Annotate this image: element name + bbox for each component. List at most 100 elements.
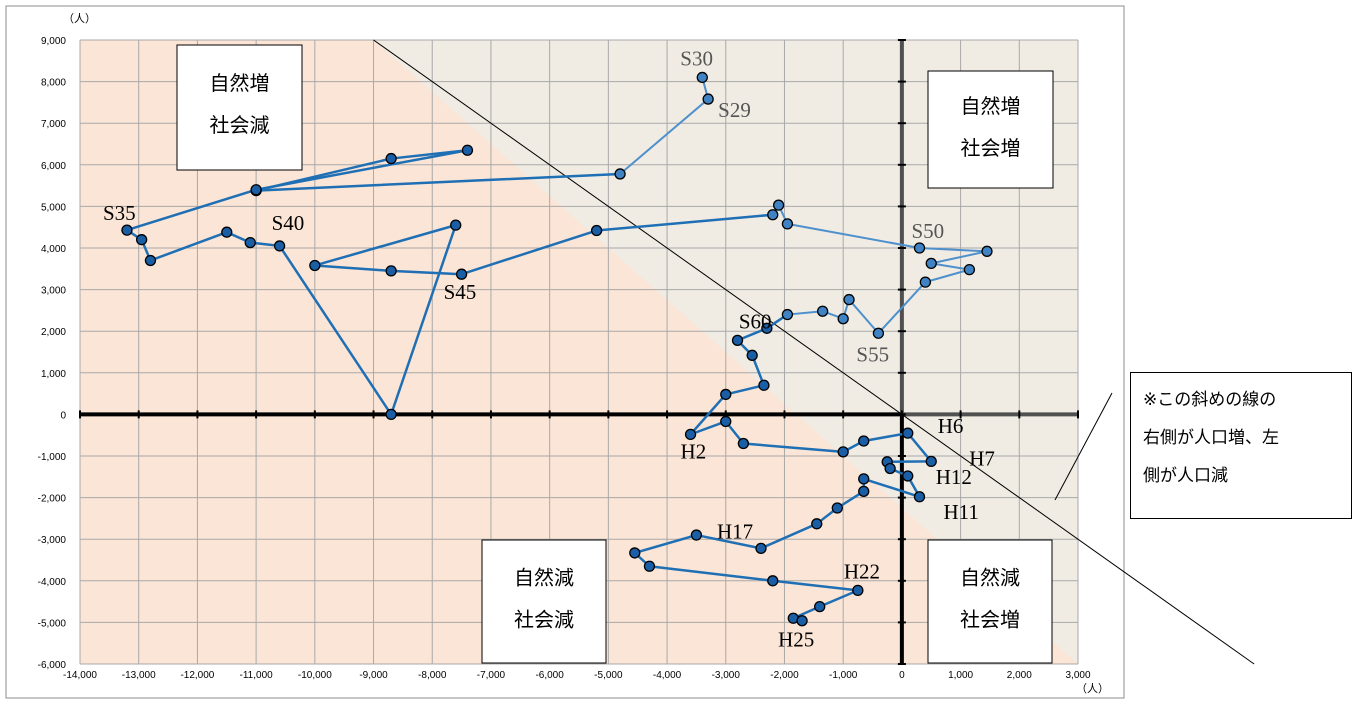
x-tick-label: -13,000 xyxy=(122,670,156,681)
y-tick-label: 6,000 xyxy=(41,161,66,172)
data-point xyxy=(758,379,770,391)
data-point xyxy=(767,575,779,587)
y-tick-label: 8,000 xyxy=(41,78,66,89)
data-point xyxy=(385,265,397,277)
data-point xyxy=(309,259,321,272)
y-tick-label: -5,000 xyxy=(38,618,67,629)
series-segment xyxy=(389,269,463,276)
data-point xyxy=(761,322,773,334)
x-tick-label: -11,000 xyxy=(240,670,274,681)
note-pointer-line xyxy=(1054,392,1113,501)
data-point xyxy=(831,502,843,514)
y-tick-label: -6,000 xyxy=(38,660,67,671)
point-label: S35 xyxy=(103,201,136,225)
series-segment xyxy=(254,172,622,192)
data-point xyxy=(913,242,926,254)
data-point xyxy=(244,236,256,249)
data-point xyxy=(629,547,641,559)
x-tick-label: 1,000 xyxy=(948,670,973,681)
data-point xyxy=(461,144,474,156)
series-segment xyxy=(149,230,229,262)
data-point xyxy=(696,71,708,84)
data-point xyxy=(781,308,794,321)
x-tick-label: -5,000 xyxy=(594,670,623,681)
data-point xyxy=(852,584,864,597)
x-tick-label: 3,000 xyxy=(1065,670,1090,681)
y-tick-label: 1,000 xyxy=(41,369,66,380)
series-segment xyxy=(818,589,860,608)
series-segment xyxy=(689,393,728,436)
quadrant-label-line1: 自然増 xyxy=(961,94,1021,118)
series-segment xyxy=(930,262,971,271)
series-segment xyxy=(689,420,728,436)
x-tick-label: -8,000 xyxy=(418,670,447,681)
x-tick-label: -6,000 xyxy=(535,670,564,681)
series-segment xyxy=(633,533,698,555)
data-point xyxy=(816,305,829,317)
point-label: S50 xyxy=(911,219,944,243)
data-point xyxy=(858,473,870,485)
data-point xyxy=(925,257,937,270)
x-tick-label: -4,000 xyxy=(653,670,682,681)
point-label: S55 xyxy=(856,342,889,366)
data-point xyxy=(731,334,744,347)
point-label: H25 xyxy=(778,628,814,652)
x-tick-label: 0 xyxy=(899,670,905,681)
data-point xyxy=(796,615,808,627)
data-point xyxy=(455,268,468,280)
series-segment xyxy=(877,281,927,335)
series-segment xyxy=(313,264,393,273)
data-point xyxy=(702,93,714,105)
data-point xyxy=(385,152,397,165)
series-segment xyxy=(924,268,971,284)
quadrant-label-line1: 自然増 xyxy=(210,71,270,95)
point-label: H6 xyxy=(938,414,964,438)
quadrant-label-line2: 社会増 xyxy=(961,136,1021,160)
point-label: H11 xyxy=(943,500,978,524)
data-point xyxy=(913,491,926,503)
data-point xyxy=(590,224,603,237)
data-point xyxy=(872,327,885,339)
tick-labels: -14,000 -13,000 -12,000 -11,000 -10,000 -9,00… xyxy=(38,36,1091,681)
data-point xyxy=(843,293,855,306)
quadrant-box xyxy=(927,539,1053,664)
point-label: H22 xyxy=(844,559,880,583)
series-segment xyxy=(619,98,710,175)
data-point xyxy=(858,485,870,498)
series-segment xyxy=(786,222,921,249)
y-tick-label: -1,000 xyxy=(38,452,67,463)
diagonal-divider-line xyxy=(373,39,1255,665)
note-line-3: 側が人口減 xyxy=(1143,466,1228,486)
series-segment xyxy=(313,223,457,267)
data-point xyxy=(837,446,849,458)
point-label: S30 xyxy=(680,46,713,70)
data-point xyxy=(121,224,133,236)
series-segment xyxy=(724,384,766,396)
data-point xyxy=(135,234,148,246)
x-axis-unit: （人） xyxy=(1076,682,1109,695)
series-segment xyxy=(759,522,819,550)
quadrant-box xyxy=(176,44,303,171)
y-tick-label: 4,000 xyxy=(41,244,66,255)
data-point xyxy=(221,226,233,238)
data-point xyxy=(614,168,626,180)
series-segment xyxy=(862,477,921,499)
y-tick-label: -4,000 xyxy=(38,577,67,588)
data-point xyxy=(684,428,697,441)
y-tick-label: 5,000 xyxy=(41,202,66,213)
quadrant-box xyxy=(481,539,607,664)
data-point xyxy=(814,600,826,613)
x-tick-label: -14,000 xyxy=(63,670,97,681)
point-label: S60 xyxy=(739,309,772,333)
x-tick-label: -2,000 xyxy=(770,670,799,681)
point-label: S45 xyxy=(444,280,477,304)
x-tick-label: -1,000 xyxy=(829,670,858,681)
x-tick-label: -12,000 xyxy=(180,670,214,681)
y-tick-label: -2,000 xyxy=(38,494,67,505)
y-tick-label: 2,000 xyxy=(41,327,66,338)
data-point xyxy=(755,542,767,555)
y-tick-label: -3,000 xyxy=(38,535,67,546)
point-label: H12 xyxy=(936,465,972,489)
note-line-2: 右側が人口増、左 xyxy=(1143,428,1279,448)
